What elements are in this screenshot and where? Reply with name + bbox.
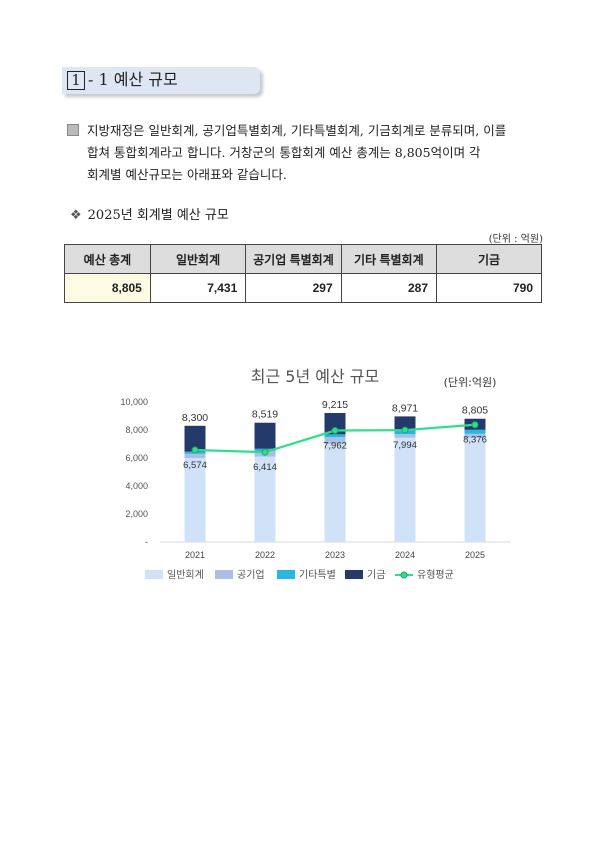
budget-table: 예산 총계 일반회계 공기업 특별회계 기타 특별회계 기금 8,805 7,4…	[64, 244, 542, 303]
intro-paragraph: 지방재정은 일반회계, 공기업특별회계, 기타특별회계, 기금회계로 분류되며,…	[67, 120, 547, 186]
average-label: 6,414	[253, 462, 277, 473]
section-title-box: 1 - 1 예산 규모	[62, 67, 260, 94]
total-label: 8,971	[392, 402, 418, 414]
table-row: 8,805 7,431 297 287 790	[64, 273, 542, 303]
bar-segment	[464, 437, 486, 542]
bar-segment	[464, 433, 486, 438]
x-tick-label: 2025	[465, 550, 485, 560]
total-label: 8,805	[462, 405, 488, 417]
average-point	[191, 446, 199, 454]
table-header: 일반회계	[149, 244, 247, 274]
table-cell: 287	[340, 273, 438, 303]
bar-segment	[324, 437, 346, 444]
bar-segment	[464, 429, 486, 434]
table-header: 기금	[436, 244, 542, 274]
x-tick-label: 2021	[185, 550, 205, 560]
subsection-title-text: 2025년 회계별 예산 규모	[87, 208, 229, 223]
bar-segment	[324, 444, 346, 542]
bar-segment	[394, 437, 416, 542]
section-title: - 1 예산 규모	[88, 70, 178, 89]
para-line-1: 지방재정은 일반회계, 공기업특별회계, 기타특별회계, 기금회계로 분류되며,…	[87, 123, 507, 138]
average-point	[471, 421, 479, 429]
average-label: 8,376	[463, 435, 487, 446]
bar-segment	[324, 434, 346, 437]
table-cell-total: 8,805	[64, 273, 151, 303]
square-bullet-icon	[67, 124, 79, 136]
table-cell: 790	[436, 273, 542, 303]
legend-swatch	[277, 570, 295, 579]
legend-swatch-dot	[400, 571, 408, 579]
total-label: 9,215	[322, 399, 348, 411]
legend-swatch	[145, 570, 163, 579]
x-tick-label: 2022	[255, 550, 275, 560]
y-tick-label: -	[145, 537, 148, 547]
bar-segment	[254, 456, 276, 542]
para-line-2: 합쳐 통합회계라고 합니다. 거창군의 통합회계 예산 총계는 8,805억이며…	[87, 145, 481, 160]
subsection-title: ❖ 2025년 회계별 예산 규모	[70, 204, 229, 223]
average-point	[401, 426, 409, 434]
bar-segment	[324, 412, 346, 435]
table-header: 예산 총계	[64, 244, 151, 274]
section-number: 1	[67, 71, 85, 90]
y-tick-label: 2,000	[125, 509, 148, 519]
table-header-row: 예산 총계 일반회계 공기업 특별회계 기타 특별회계 기금	[64, 244, 542, 274]
table-header: 기타 특별회계	[340, 244, 438, 274]
x-tick-label: 2023	[325, 550, 345, 560]
table-header: 공기업 특별회계	[245, 244, 342, 274]
average-point	[261, 448, 269, 456]
bar-segment	[394, 434, 416, 438]
bar-segment	[184, 458, 206, 542]
y-tick-label: 4,000	[125, 481, 148, 491]
bar-segment	[254, 422, 276, 449]
legend-label: 일반회계	[167, 569, 204, 581]
y-tick-label: 8,000	[125, 425, 148, 435]
table-cell: 7,431	[149, 273, 247, 303]
diamond-bullet-icon: ❖	[70, 208, 82, 223]
chart-unit: (단위:억원)	[444, 376, 497, 389]
legend-label: 공기업	[237, 568, 265, 581]
total-label: 8,300	[182, 412, 208, 424]
legend-label: 기금	[367, 569, 385, 581]
total-label: 8,519	[252, 409, 278, 421]
chart-title: 최근 5년 예산 규모	[251, 367, 379, 386]
y-tick-label: 6,000	[125, 453, 148, 463]
budget-chart: 최근 5년 예산 규모 (단위:억원) - 2,000 4,000 6,000 8,00…	[120, 367, 510, 581]
average-label: 7,962	[323, 441, 347, 452]
table-unit: (단위 : 억원)	[488, 234, 543, 245]
bar-segment	[184, 453, 206, 458]
y-tick-label: 10,000	[120, 397, 148, 407]
average-label: 7,994	[393, 440, 417, 451]
table-cell: 297	[245, 273, 342, 303]
bar-segment	[184, 425, 206, 452]
para-line-3: 회계별 예산규모는 아래표와 같습니다.	[87, 167, 287, 182]
legend-swatch	[345, 570, 363, 579]
average-label: 6,574	[183, 460, 207, 471]
x-tick-label: 2024	[395, 550, 415, 560]
average-point	[331, 427, 339, 435]
bar-segment	[394, 416, 416, 431]
legend-label: 유형평균	[417, 569, 454, 581]
legend-label: 기타특별	[299, 569, 336, 581]
legend-swatch	[215, 570, 233, 579]
